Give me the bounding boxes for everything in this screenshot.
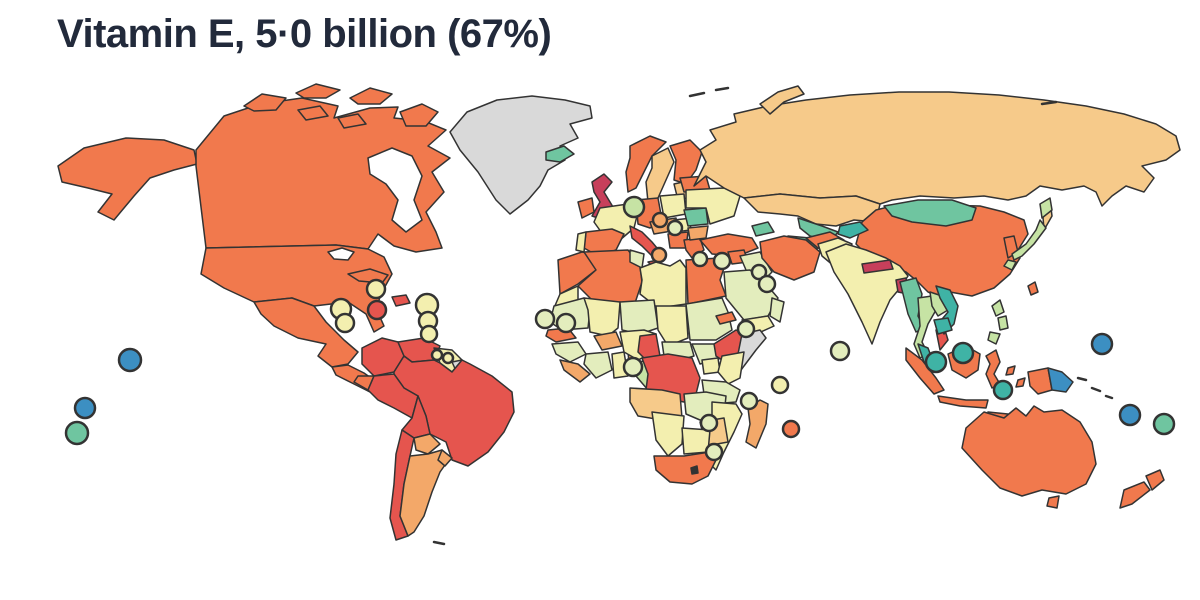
island-circle-malawi (699, 413, 719, 433)
region-south-africa (653, 451, 717, 485)
region-greenland (449, 95, 593, 215)
region-niger (619, 299, 659, 335)
region-guinea (551, 341, 587, 363)
region-kazakhstan (743, 193, 881, 227)
region-taiwan (1027, 281, 1039, 296)
island-circle-central-europe (651, 211, 669, 229)
region-eritrea (715, 311, 737, 325)
region-arctic-islands (243, 83, 439, 129)
region-new-zealand (1119, 469, 1165, 509)
small-island-dashes (432, 86, 1114, 546)
region-ireland (577, 197, 595, 219)
region-kenya (717, 351, 745, 385)
region-alaska (57, 137, 198, 221)
island-circle-trinidad-1 (430, 348, 444, 362)
island-circle-singapore (924, 350, 948, 374)
region-cote-divoire (583, 351, 613, 379)
region-iran (759, 235, 821, 281)
island-circle-balkan-coast (666, 219, 684, 237)
island-circle-gulf-of-guinea (622, 356, 644, 378)
island-circle-crete (691, 250, 709, 268)
island-circle-pacific-east-1 (1090, 332, 1114, 356)
region-uganda (701, 357, 721, 375)
figure-title: Vitamin E, 5·0 billion (67%) (57, 12, 552, 56)
region-uruguay (437, 449, 453, 467)
region-hudson-bay (367, 147, 423, 233)
region-caucasus (751, 221, 775, 237)
island-circle-eswatini (704, 442, 724, 462)
region-philippines (987, 299, 1009, 345)
region-chad (655, 305, 689, 347)
island-circle-west-africa-coast (555, 312, 577, 334)
region-sudan (685, 297, 733, 341)
region-usa (200, 244, 393, 333)
island-circle-caribbean-red (366, 299, 388, 321)
region-romania (683, 207, 709, 227)
region-namibia (651, 411, 685, 457)
island-circle-pacific-east-3 (1152, 412, 1176, 436)
island-circle-pacific-west-2 (73, 396, 97, 420)
island-circle-pacific-east-2 (1118, 403, 1142, 427)
island-circle-seychelles (770, 375, 790, 395)
svalbard-dashes (688, 86, 1058, 106)
region-lesotho (690, 465, 699, 475)
island-circle-timor (992, 379, 1014, 401)
island-circle-cyprus (712, 251, 732, 271)
region-great-lakes (327, 247, 355, 261)
region-hispaniola (391, 294, 411, 307)
region-mali (583, 297, 621, 337)
landmasses (57, 83, 1181, 541)
region-paraguay (413, 433, 441, 455)
island-circles (64, 195, 1176, 462)
region-portugal (575, 231, 587, 253)
region-libya (639, 259, 687, 309)
region-oman (769, 297, 785, 323)
island-circle-lesser-antilles-3 (419, 324, 439, 344)
region-argentina (399, 449, 451, 537)
island-circle-djibouti (736, 319, 756, 339)
island-circle-central-america-2 (334, 312, 356, 334)
island-circle-pacific-west-3 (64, 420, 90, 446)
region-nepal (861, 259, 894, 274)
region-novaya-zemlya (759, 85, 805, 115)
island-circle-kuwait (750, 263, 768, 281)
island-circle-bahamas (365, 278, 387, 300)
island-circle-cape-verde (534, 308, 556, 330)
region-bulgaria (687, 225, 709, 241)
region-kyrgyz-tajik (837, 221, 869, 239)
region-norway (625, 135, 667, 193)
island-circle-comoros (739, 391, 759, 411)
island-circle-maldives (829, 340, 851, 362)
region-iceland (545, 145, 575, 163)
region-burkina (593, 331, 623, 351)
region-canada (195, 97, 451, 253)
region-madagascar (745, 399, 769, 449)
region-mongolia (883, 199, 977, 227)
island-circle-pacific-west-1 (117, 347, 143, 373)
region-australia (961, 405, 1097, 509)
region-cambodia (933, 317, 953, 335)
island-circle-netherlands (622, 195, 646, 219)
island-circle-gulf-states (757, 274, 777, 294)
region-sierra-liberia (559, 359, 591, 383)
melanesia-dashes (1076, 376, 1114, 400)
island-circle-brunei (951, 341, 975, 365)
region-japan (1003, 197, 1053, 271)
region-papua-new-guinea (1047, 367, 1074, 393)
falkland-dash (432, 540, 446, 546)
island-circle-trinidad-2 (441, 351, 455, 365)
island-circle-mauritius (781, 419, 801, 439)
island-circle-malta (650, 246, 668, 264)
